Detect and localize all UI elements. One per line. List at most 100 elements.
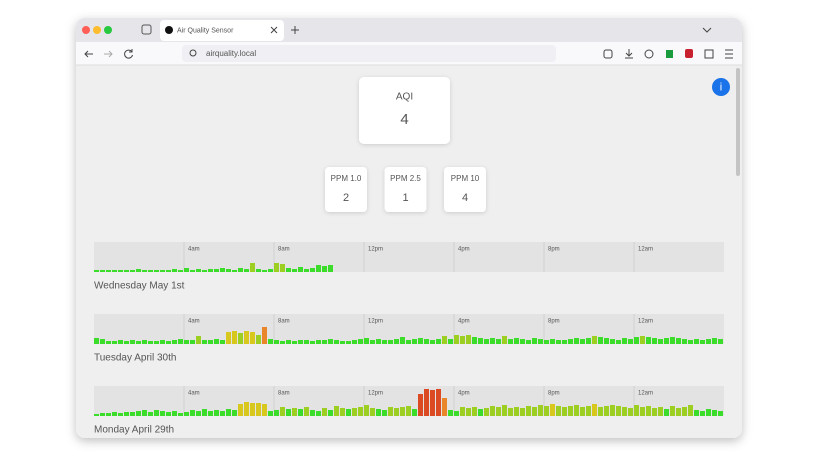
pocket[interactable] [603, 49, 613, 59]
scrollbar[interactable] [736, 68, 740, 176]
day-label: Monday April 29th [94, 425, 174, 436]
ppm-label: PPM 1.0 [331, 174, 362, 183]
aqi-bar [586, 406, 591, 416]
hour-label: 4pm [458, 319, 470, 325]
aqi-bar [418, 394, 423, 416]
aqi-bar [706, 409, 711, 416]
aqi-bar [160, 270, 165, 272]
extension[interactable] [666, 50, 673, 58]
aqi-bar [112, 270, 117, 272]
aqi-bar [166, 341, 171, 344]
aqi-bar [268, 339, 273, 344]
maximize-window[interactable] [104, 26, 112, 34]
close-window[interactable] [82, 26, 90, 34]
aqi-bar [172, 269, 177, 272]
aqi-bar [628, 339, 633, 344]
aqi-bar [130, 412, 135, 416]
aqi-bar [310, 268, 315, 272]
aqi-bar [208, 411, 213, 416]
aqi-bar [412, 339, 417, 344]
aqi-bar [616, 340, 621, 344]
aqi-bar [436, 339, 441, 344]
new-tab[interactable] [291, 26, 299, 34]
aqi-bar [124, 412, 129, 416]
aqi-bar [520, 408, 525, 416]
aqi-bar [694, 339, 699, 344]
aqi-bar [370, 340, 375, 344]
extensions[interactable] [704, 49, 714, 59]
aqi-bar [574, 338, 579, 344]
aqi-bar [118, 413, 123, 416]
aqi-bar [430, 340, 435, 344]
aqi-bar [106, 270, 111, 272]
aqi-bar [688, 340, 693, 344]
aqi-bar [670, 337, 675, 344]
account[interactable] [644, 49, 654, 59]
tab-list[interactable] [702, 27, 712, 33]
aqi-bar [556, 406, 561, 416]
aqi-bar [502, 336, 507, 344]
aqi-bar [130, 270, 135, 272]
hour-label: 4am [188, 319, 200, 325]
aqi-bar [622, 407, 627, 416]
tab[interactable] [160, 20, 284, 41]
forward[interactable] [104, 50, 113, 58]
aqi-bar [496, 407, 501, 416]
aqi-bar [460, 336, 465, 344]
extension[interactable] [685, 49, 693, 58]
minimize-window[interactable] [93, 26, 101, 34]
aqi-bar [718, 339, 723, 344]
info-button[interactable] [712, 78, 730, 96]
aqi-bar [424, 389, 429, 416]
aqi-bar [280, 407, 285, 416]
aqi-bar [262, 327, 267, 344]
hour-label: 12am [638, 391, 653, 397]
aqi-bar [496, 339, 501, 344]
menu[interactable] [725, 49, 733, 59]
aqi-bar [298, 340, 303, 344]
aqi-bar [244, 402, 249, 416]
aqi-bar [478, 338, 483, 344]
aqi-bar [430, 390, 435, 416]
aqi-bar [190, 340, 195, 344]
search-icon [189, 49, 197, 57]
aqi-bar [454, 411, 459, 416]
aqi-bar [478, 409, 483, 416]
aqi-bar [238, 404, 243, 416]
aqi-bar [112, 341, 117, 344]
aqi-bar [136, 341, 141, 344]
aqi-bar [394, 408, 399, 416]
aqi-bar [340, 341, 345, 344]
aqi-bar [334, 406, 339, 416]
aqi-bar [586, 338, 591, 344]
aqi-bar [634, 337, 639, 344]
hour-label: 12pm [368, 247, 383, 253]
aqi-bar [268, 411, 273, 416]
aqi-bar [244, 331, 249, 344]
aqi-bar [454, 335, 459, 344]
aqi-bar [382, 410, 387, 416]
aqi-bar [568, 339, 573, 344]
back[interactable] [84, 50, 93, 58]
aqi-bar [244, 269, 249, 272]
hour-label: 8am [278, 247, 290, 253]
aqi-bar [526, 406, 531, 416]
aqi-bar [316, 340, 321, 344]
aqi-bar [646, 337, 651, 344]
aqi-bar [346, 409, 351, 416]
aqi-bar [154, 270, 159, 272]
address-bar[interactable] [182, 45, 556, 62]
reload[interactable] [124, 49, 133, 59]
ppm-value: 2 [343, 192, 349, 204]
aqi-bar [712, 338, 717, 344]
aqi-bar [400, 407, 405, 416]
tab-overview[interactable] [141, 24, 152, 35]
aqi-bar [544, 406, 549, 416]
aqi-bar [250, 263, 255, 272]
downloads[interactable] [625, 49, 633, 59]
aqi-bar [358, 407, 363, 416]
aqi-bar [208, 340, 213, 344]
day-label: Wednesday May 1st [94, 281, 185, 292]
tab-close[interactable] [270, 26, 278, 34]
aqi-bar [274, 410, 279, 416]
